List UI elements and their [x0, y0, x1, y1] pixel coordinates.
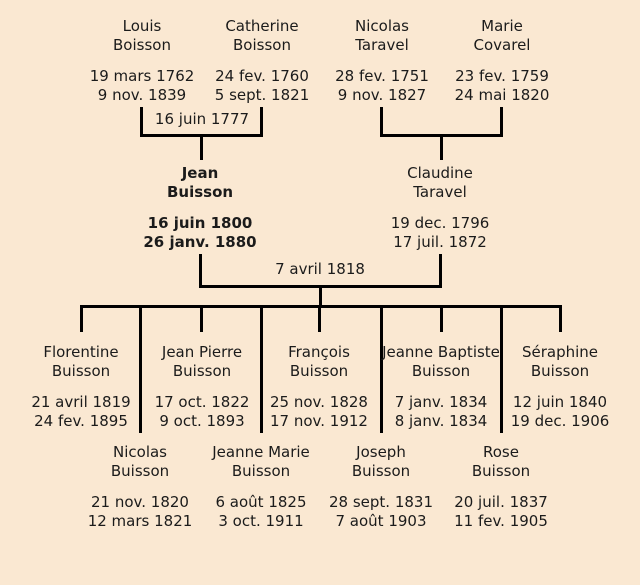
connector-line	[440, 305, 443, 332]
connector-line	[439, 254, 442, 288]
person-card-claudine-taravel[interactable]: Claudine Taravel 19 dec. 1796 17 juil. 1…	[370, 164, 510, 252]
person-birth-date: 7 janv. 1834	[394, 393, 488, 411]
connector-line	[260, 305, 263, 433]
connector-line	[80, 305, 83, 332]
connector-line	[380, 305, 383, 433]
person-first-name: Jeanne Baptiste	[382, 343, 500, 361]
person-death-date: 7 août 1903	[335, 512, 427, 530]
person-death-date: 9 nov. 1839	[97, 86, 187, 104]
connector-line	[319, 285, 322, 308]
person-last-name: Taravel	[355, 36, 409, 54]
marriage-date-1777: 16 juin 1777	[154, 110, 250, 128]
person-birth-date: 28 fev. 1751	[335, 67, 429, 85]
person-birth-date: 25 nov. 1828	[270, 393, 368, 411]
person-death-date: 9 nov. 1827	[337, 86, 427, 104]
person-first-name: Joseph	[356, 443, 406, 461]
person-last-name: Buisson	[110, 462, 170, 480]
person-birth-date: 21 avril 1819	[31, 393, 131, 411]
connector-line	[318, 305, 321, 332]
person-death-date: 8 janv. 1834	[394, 412, 488, 430]
person-card-francois-buisson[interactable]: François Buisson 25 nov. 1828 17 nov. 19…	[249, 343, 389, 431]
person-card-jean-pierre-buisson[interactable]: Jean Pierre Buisson 17 oct. 1822 9 oct. …	[132, 343, 272, 431]
connector-line	[200, 305, 203, 332]
person-birth-date: 28 sept. 1831	[328, 493, 433, 511]
person-death-date: 11 fev. 1905	[454, 512, 548, 530]
person-death-date: 3 oct. 1911	[218, 512, 304, 530]
person-birth-date: 23 fev. 1759	[455, 67, 549, 85]
person-last-name: Buisson	[471, 462, 531, 480]
person-birth-date: 12 juin 1840	[512, 393, 608, 411]
person-birth-date: 24 fev. 1760	[215, 67, 309, 85]
person-card-seraphine-buisson[interactable]: Séraphine Buisson 12 juin 1840 19 dec. 1…	[490, 343, 630, 431]
person-death-date: 5 sept. 1821	[214, 86, 310, 104]
marriage-date-1818: 7 avril 1818	[275, 260, 365, 278]
person-first-name: Jean Pierre	[161, 343, 243, 361]
connector-line	[199, 254, 202, 288]
person-death-date: 12 mars 1821	[87, 512, 193, 530]
person-birth-date: 20 juil. 1837	[454, 493, 548, 511]
connector-line	[500, 305, 503, 433]
person-card-catherine-boisson[interactable]: Catherine Boisson 24 fev. 1760 5 sept. 1…	[192, 17, 332, 105]
connector-line	[380, 107, 383, 135]
person-death-date: 24 fev. 1895	[34, 412, 128, 430]
person-card-nicolas-buisson[interactable]: Nicolas Buisson 21 nov. 1820 12 mars 182…	[70, 443, 210, 531]
person-last-name: Buisson	[411, 362, 471, 380]
person-birth-date: 21 nov. 1820	[91, 493, 189, 511]
person-birth-date: 16 juin 1800	[147, 214, 253, 232]
person-last-name: Buisson	[351, 462, 411, 480]
person-first-name: Florentine	[43, 343, 119, 361]
person-last-name: Boisson	[113, 36, 171, 54]
connector-line	[140, 107, 143, 135]
person-first-name: Claudine	[407, 164, 473, 182]
person-death-date: 17 juil. 1872	[393, 233, 487, 251]
connector-line	[139, 305, 142, 433]
person-card-jean-buisson[interactable]: Jean Buisson 16 juin 1800 26 janv. 1880	[130, 164, 270, 252]
person-last-name: Buisson	[530, 362, 590, 380]
connector-line	[559, 305, 562, 332]
person-last-name: Buisson	[172, 362, 232, 380]
connector-line	[260, 107, 263, 135]
person-first-name: Rose	[483, 443, 519, 461]
connector-line	[200, 134, 203, 160]
person-death-date: 19 dec. 1906	[510, 412, 610, 430]
connector-line	[440, 134, 443, 160]
person-card-louis-boisson[interactable]: Louis Boisson 19 mars 1762 9 nov. 1839	[72, 17, 212, 105]
person-last-name: Boisson	[233, 36, 291, 54]
person-last-name: Buisson	[166, 183, 234, 201]
person-death-date: 9 oct. 1893	[159, 412, 245, 430]
person-birth-date: 19 mars 1762	[89, 67, 195, 85]
person-first-name: Jeanne Marie	[212, 443, 310, 461]
person-first-name: François	[288, 343, 350, 361]
person-last-name: Covarel	[473, 36, 531, 54]
connector-line	[500, 107, 503, 135]
person-first-name: Louis	[122, 17, 162, 35]
person-card-florentine-buisson[interactable]: Florentine Buisson 21 avril 1819 24 fev.…	[11, 343, 151, 431]
person-birth-date: 19 dec. 1796	[390, 214, 490, 232]
person-card-jeanne-marie-buisson[interactable]: Jeanne Marie Buisson 6 août 1825 3 oct. …	[191, 443, 331, 531]
person-first-name: Jean	[181, 164, 219, 182]
person-birth-date: 17 oct. 1822	[154, 393, 250, 411]
person-card-marie-covarel[interactable]: Marie Covarel 23 fev. 1759 24 mai 1820	[432, 17, 572, 105]
person-card-rose-buisson[interactable]: Rose Buisson 20 juil. 1837 11 fev. 1905	[431, 443, 571, 531]
person-death-date: 26 janv. 1880	[143, 233, 257, 251]
person-last-name: Buisson	[289, 362, 349, 380]
person-birth-date: 6 août 1825	[215, 493, 307, 511]
person-first-name: Séraphine	[521, 343, 599, 361]
person-first-name: Catherine	[225, 17, 299, 35]
person-last-name: Taravel	[413, 183, 467, 201]
person-death-date: 24 mai 1820	[454, 86, 550, 104]
person-last-name: Buisson	[231, 462, 291, 480]
connector-line	[80, 305, 562, 308]
person-card-jeanne-baptiste-buisson[interactable]: Jeanne Baptiste Buisson 7 janv. 1834 8 j…	[371, 343, 511, 431]
person-last-name: Buisson	[51, 362, 111, 380]
person-first-name: Nicolas	[113, 443, 167, 461]
person-first-name: Nicolas	[355, 17, 409, 35]
person-card-joseph-buisson[interactable]: Joseph Buisson 28 sept. 1831 7 août 1903	[311, 443, 451, 531]
person-first-name: Marie	[481, 17, 523, 35]
person-death-date: 17 nov. 1912	[270, 412, 368, 430]
person-card-nicolas-taravel[interactable]: Nicolas Taravel 28 fev. 1751 9 nov. 1827	[312, 17, 452, 105]
